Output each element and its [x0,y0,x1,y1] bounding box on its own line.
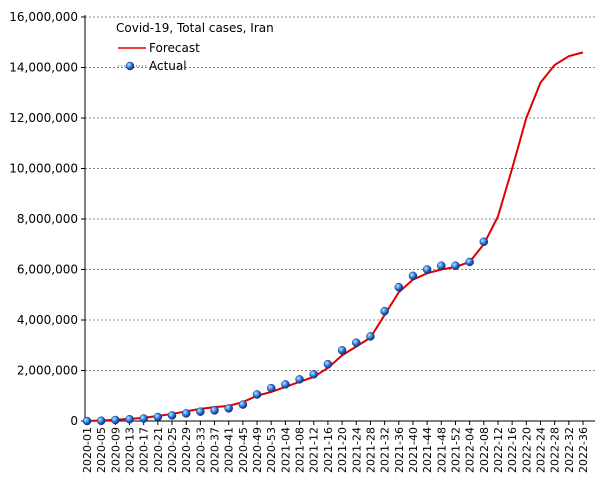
y-tick-label: 10,000,000 [9,162,78,176]
x-tick-label: 2021-08 [294,427,307,473]
actual-point [451,261,460,270]
actual-point [153,412,163,422]
x-tick-label: 2020-17 [138,427,151,473]
actual-point [252,390,262,399]
legend-label: Actual [149,59,187,73]
x-tick-label: 2021-20 [336,427,349,473]
actual-point [167,411,177,420]
x-tick-label: 2022-16 [506,427,519,473]
x-tick-label: 2020-37 [209,427,222,473]
x-tick-label: 2022-28 [549,427,562,473]
x-tick-label: 2021-44 [421,427,434,473]
actual-point [281,380,290,389]
x-tick-label: 2021-48 [435,427,448,473]
actual-point [394,282,404,292]
x-tick-label: 2021-28 [364,427,377,473]
x-tick-label: 2022-36 [577,427,590,473]
x-tick-label: 2020-45 [237,427,250,473]
actual-point [181,409,191,418]
x-tick-label: 2020-05 [95,427,108,473]
x-tick-label: 2020-49 [251,427,264,473]
x-tick-label: 2020-29 [180,427,193,473]
x-tick-label: 2020-41 [223,427,236,473]
x-tick-label: 2020-13 [124,427,137,473]
y-tick-label: 8,000,000 [17,212,78,226]
actual-point [224,404,233,413]
actual-point [139,414,148,423]
actual-point [309,370,318,379]
actual-point [295,375,304,384]
actual-point [437,261,446,270]
legend-marker [125,61,135,71]
x-tick-label: 2021-04 [279,427,292,473]
x-tick-label: 2021-12 [308,427,321,473]
actual-point [238,400,248,409]
actual-point [196,407,205,416]
y-tick-label: 2,000,000 [17,364,78,378]
actual-point [96,416,106,425]
x-tick-label: 2021-32 [379,427,392,473]
x-tick-label: 2021-24 [350,427,363,473]
actual-point [465,257,474,267]
actual-point [479,237,489,246]
y-tick-label: 6,000,000 [17,263,78,277]
x-tick-label: 2021-52 [449,427,462,473]
actual-point [422,265,432,274]
x-tick-label: 2020-01 [81,427,94,473]
actual-point [266,383,276,393]
x-tick-label: 2022-08 [478,427,491,473]
actual-point [337,346,347,355]
x-tick-label: 2022-20 [520,427,533,473]
y-tick-label: 4,000,000 [17,313,78,327]
x-tick-label: 2022-12 [492,427,505,473]
actual-point [380,306,389,316]
x-tick-label: 2022-04 [464,427,477,473]
actual-point [366,332,375,341]
x-tick-label: 2020-53 [265,427,278,473]
x-tick-label: 2022-24 [534,427,547,473]
x-tick-label: 2020-09 [109,427,122,473]
actual-point [210,406,219,415]
actual-point [408,271,418,281]
x-tick-label: 2020-33 [194,427,207,473]
x-tick-label: 2021-36 [393,427,406,473]
legend: Covid-19, Total cases, Iran Forecast Actu… [116,21,274,73]
y-tick-label: 12,000,000 [9,111,78,125]
y-tick-label: 16,000,000 [9,10,78,24]
actual-point [352,338,361,347]
x-tick-label: 2021-40 [407,427,420,473]
x-tick-label: 2022-32 [563,427,576,473]
legend-label: Forecast [149,41,200,55]
chart-title: Covid-19, Total cases, Iran [116,21,274,35]
forecast-line [86,51,584,422]
y-tick-label: 0 [70,414,78,428]
actual-point [111,415,120,425]
x-tick-label: 2020-21 [152,427,165,473]
actual-point [323,359,333,369]
actual-point [125,414,134,424]
y-tick-label: 14,000,000 [9,61,78,75]
x-tick-label: 2020-25 [166,427,179,473]
actual-point [82,416,92,426]
x-tick-label: 2021-16 [322,427,335,473]
